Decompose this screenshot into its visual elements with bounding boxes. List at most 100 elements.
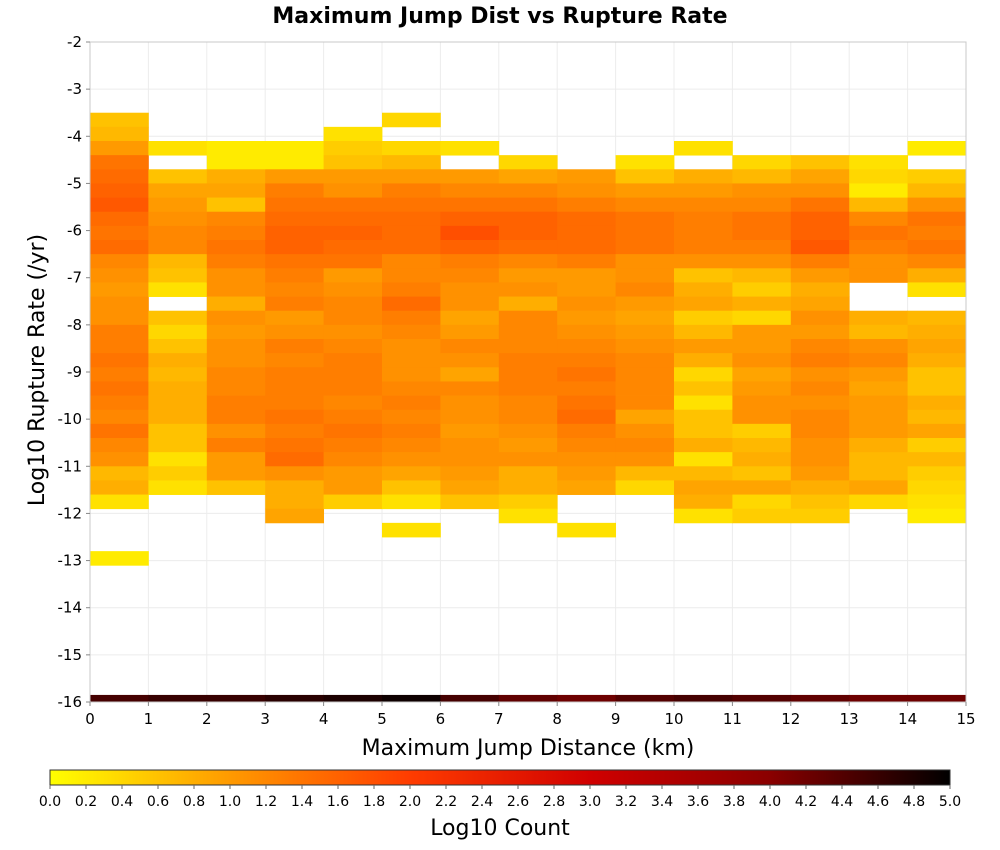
heatmap-cell: [674, 353, 733, 368]
heatmap-cell: [148, 141, 208, 156]
heatmap-cell: [849, 480, 908, 495]
chart-title: Maximum Jump Dist vs Rupture Rate: [272, 4, 727, 29]
colorbar-tick-label: 3.2: [615, 794, 637, 810]
heatmap-cell: [674, 225, 733, 241]
y-axis-ticks: -2 -3 -4 -5 -6 -7 -8 -9 -10 -11 -12 -13 -14 -15 -16: [58, 33, 90, 711]
heatmap-cell: [732, 367, 792, 382]
bottom-band-cell: [732, 694, 792, 702]
heatmap-cell: [498, 211, 558, 227]
colorbar-tick-label: 4.0: [759, 794, 781, 810]
heatmap-cell: [732, 438, 792, 453]
heatmap-cell: [90, 310, 149, 326]
heatmap-cell: [615, 438, 675, 453]
heatmap-cell: [265, 423, 324, 439]
heatmap-cell: [732, 395, 792, 411]
heatmap-cell: [323, 438, 383, 453]
heatmap-cell: [907, 310, 967, 326]
heatmap-cell: [615, 183, 675, 198]
heatmap-cell: [849, 466, 908, 481]
colorbar-tick-label: 2.6: [507, 794, 529, 810]
heatmap-cell: [615, 339, 675, 354]
bottom-band-cell: [440, 694, 500, 702]
heatmap-cell: [206, 353, 266, 368]
heatmap-cell: [148, 480, 208, 495]
heatmap-cell: [674, 452, 733, 467]
heatmap-cell: [907, 268, 967, 283]
heatmap-cell: [790, 508, 850, 524]
bottom-band: [90, 694, 967, 702]
heatmap-cell: [615, 381, 675, 396]
heatmap-cell: [498, 183, 558, 198]
heatmap-cell: [907, 197, 967, 213]
heatmap-cell: [265, 438, 324, 453]
heatmap-cell: [265, 225, 324, 241]
x-tick-label: 10: [664, 710, 683, 728]
x-tick-label: 9: [611, 710, 621, 728]
heatmap-cell: [90, 225, 149, 241]
heatmap-cell: [382, 466, 441, 481]
heatmap-cell: [790, 480, 850, 495]
heatmap-cell: [790, 381, 850, 396]
heatmap-cell: [615, 452, 675, 467]
heatmap-cell: [674, 254, 733, 269]
heatmap-cell: [440, 254, 500, 269]
heatmap-cell: [265, 494, 324, 510]
heatmap-cell: [382, 254, 441, 269]
heatmap-cell: [265, 381, 324, 396]
heatmap-cell: [382, 367, 441, 382]
heatmap-cell: [440, 409, 500, 425]
heatmap-cell: [674, 324, 733, 340]
heatmap-cell: [148, 395, 208, 411]
heatmap-cell: [849, 438, 908, 453]
heatmap-cell: [498, 508, 558, 524]
heatmap-cell: [557, 225, 616, 241]
heatmap-cell: [382, 240, 441, 255]
heatmap-cell: [323, 395, 383, 411]
heatmap-cell: [323, 480, 383, 495]
heatmap-cell: [732, 452, 792, 467]
heatmap-cell: [557, 211, 616, 227]
x-tick-label: 5: [377, 710, 387, 728]
heatmap-cell: [907, 438, 967, 453]
heatmap-cell: [732, 480, 792, 495]
heatmap-cell: [382, 480, 441, 495]
heatmap-cell: [206, 395, 266, 411]
heatmap-cell: [907, 409, 967, 425]
heatmap-cell: [907, 381, 967, 396]
heatmap-cell: [90, 112, 149, 128]
heatmap-cell: [790, 409, 850, 425]
heatmap-cell: [323, 225, 383, 241]
heatmap-cell: [732, 508, 792, 524]
heatmap-cell: [265, 339, 324, 354]
heatmap-cell: [90, 494, 149, 510]
heatmap-cell: [732, 409, 792, 425]
heatmap-cell: [498, 381, 558, 396]
heatmap-cell: [382, 112, 441, 128]
heatmap-cell: [382, 324, 441, 340]
heatmap-cell: [849, 381, 908, 396]
bottom-band-cell: [557, 694, 616, 702]
colorbar-tick-label: 5.0: [939, 794, 961, 810]
colorbar-tick-label: 1.0: [219, 794, 241, 810]
heatmap-cell: [615, 254, 675, 269]
colorbar-tick-label: 1.2: [255, 794, 277, 810]
heatmap-cell: [382, 155, 441, 170]
heatmap-cell: [90, 282, 149, 297]
heatmap-cell: [440, 324, 500, 340]
heatmap-cell: [849, 268, 908, 283]
heatmap-cell: [206, 155, 266, 170]
heatmap-cell: [674, 466, 733, 481]
heatmap-cell: [907, 183, 967, 198]
heatmap-cell: [674, 240, 733, 255]
heatmap-cell: [557, 480, 616, 495]
x-tick-label: 12: [781, 710, 800, 728]
heatmap-cell: [382, 225, 441, 241]
heatmap-cell: [148, 438, 208, 453]
heatmap-cell: [90, 240, 149, 255]
heatmap-cell: [206, 225, 266, 241]
heatmap-cell: [907, 324, 967, 340]
heatmap-cell: [907, 494, 967, 510]
heatmap-cell: [440, 423, 500, 439]
x-tick-label: 7: [494, 710, 504, 728]
heatmap-cell: [732, 310, 792, 326]
